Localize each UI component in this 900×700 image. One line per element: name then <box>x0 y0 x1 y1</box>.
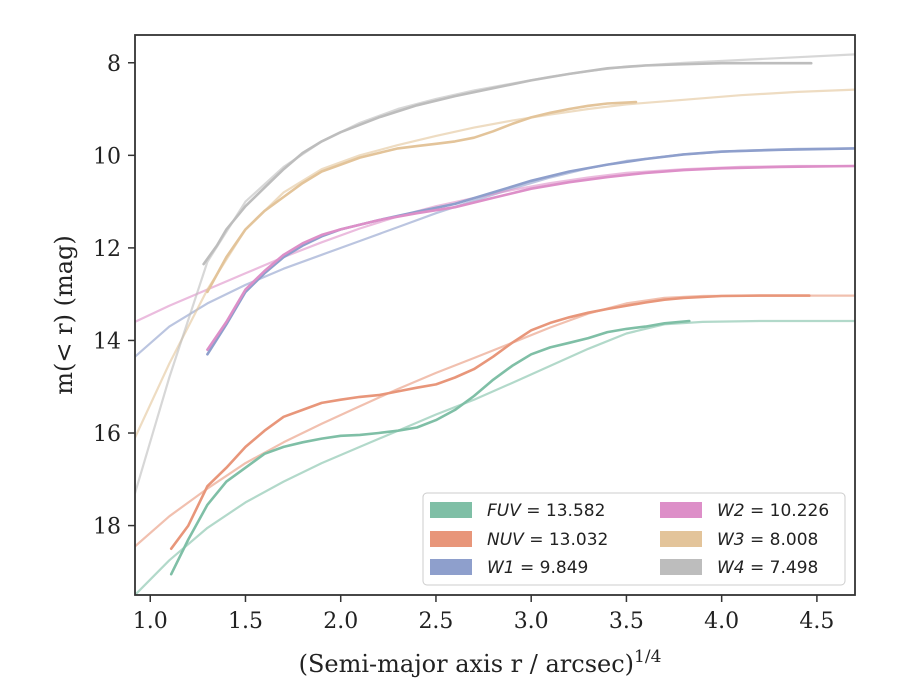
growth-curve-w1 <box>206 147 855 356</box>
legend-label-w2: W2 = 10.226 <box>717 501 829 521</box>
legend: FUV = 13.582 NUV = 13.032 W1 = 9.849 W2 = 1… <box>422 492 846 586</box>
growth-curve-w3 <box>206 100 638 294</box>
y-tick-label: 8 <box>107 52 121 77</box>
y-tick-label: 14 <box>93 329 121 354</box>
legend-label-w4: W4 = 7.498 <box>717 558 818 578</box>
y-tick-label: 10 <box>93 144 121 169</box>
legend-swatch-w4 <box>660 559 702 575</box>
x-axis-label: (Semi-major axis r / arcsec)1/4 <box>299 647 662 678</box>
legend-label-w1: W1 = 9.849 <box>487 558 588 578</box>
x-tick-label: 1.0 <box>133 609 168 634</box>
growth-curve-fuv <box>169 319 691 576</box>
ticks-layer: 1.0 1.5 2.0 2.5 3.0 3.5 4.0 4.5 8 10 12 14 16 18 <box>93 52 834 634</box>
x-tick-label: 3.0 <box>514 609 549 634</box>
x-tick-label: 4.5 <box>799 609 834 634</box>
legend-swatch-w3 <box>660 531 702 547</box>
legend-items: FUV = 13.582 NUV = 13.032 W1 = 9.849 W2 = 1… <box>430 501 829 578</box>
growth-curve-w2 <box>206 164 855 351</box>
x-tick-label: 3.5 <box>609 609 644 634</box>
y-tick-label: 18 <box>93 515 121 540</box>
y-tick-label: 16 <box>93 422 121 447</box>
legend-swatch-w1 <box>430 559 472 575</box>
x-tick-label: 1.5 <box>228 609 263 634</box>
growth-curve-w4 <box>202 61 813 266</box>
growth-curve-nuv <box>169 294 811 550</box>
legend-label-w3: W3 = 8.008 <box>717 530 818 550</box>
curves-layer <box>135 53 855 595</box>
legend-swatch-nuv <box>430 531 472 547</box>
y-axis-label: m(< r) (mag) <box>50 235 78 394</box>
x-tick-label: 4.0 <box>704 609 739 634</box>
legend-swatch-fuv <box>430 502 472 518</box>
plot-area <box>135 53 855 595</box>
x-tick-label: 2.5 <box>418 609 453 634</box>
legend-box <box>422 492 846 586</box>
legend-swatch-w2 <box>660 502 702 518</box>
x-tick-label: 2.0 <box>323 609 358 634</box>
y-tick-label: 12 <box>93 237 121 262</box>
legend-label-nuv: NUV = 13.032 <box>487 530 608 550</box>
plot-frame <box>134 34 856 596</box>
fit-line-nuv <box>135 294 855 548</box>
fit-line-w4 <box>135 53 855 495</box>
legend-label-fuv: FUV = 13.582 <box>487 501 605 521</box>
